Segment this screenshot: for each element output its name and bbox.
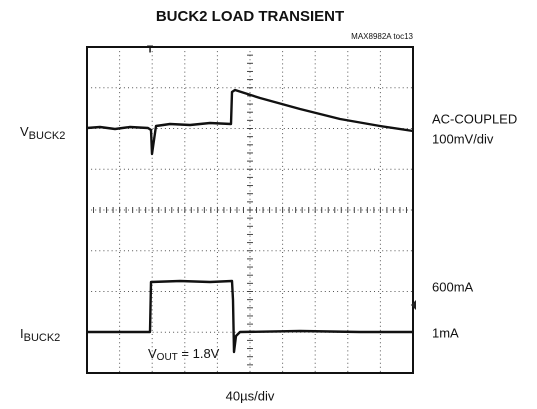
trace-label: IBUCK2: [20, 326, 60, 343]
annotation-rest: = 1.8V: [178, 346, 220, 361]
level-marker: [411, 300, 416, 310]
label-sub: BUCK2: [29, 130, 66, 142]
annotation-main: V: [148, 346, 157, 361]
screen-frame: [86, 46, 414, 374]
trigger-marker: T: [147, 45, 153, 56]
label-main: I: [20, 326, 24, 341]
reference: MAX8982A toc13: [351, 32, 413, 41]
annotation-sub: OUT: [157, 352, 178, 363]
trace-note: 100mV/div: [432, 131, 494, 146]
voltage-trace: [86, 88, 414, 156]
current-trace: [87, 279, 413, 354]
trace-label: VBUCK2: [20, 124, 65, 141]
label-main: V: [20, 124, 29, 139]
trace-note: 1mA: [432, 325, 459, 340]
chart-title: BUCK2 LOAD TRANSIENT: [156, 8, 344, 25]
annotation: VOUT = 1.8V: [148, 346, 220, 362]
trace-note: AC-COUPLED: [432, 111, 517, 126]
trace-note: 600mA: [432, 279, 474, 294]
label-sub: BUCK2: [24, 332, 61, 344]
timebase: 40µs/div: [226, 388, 275, 403]
